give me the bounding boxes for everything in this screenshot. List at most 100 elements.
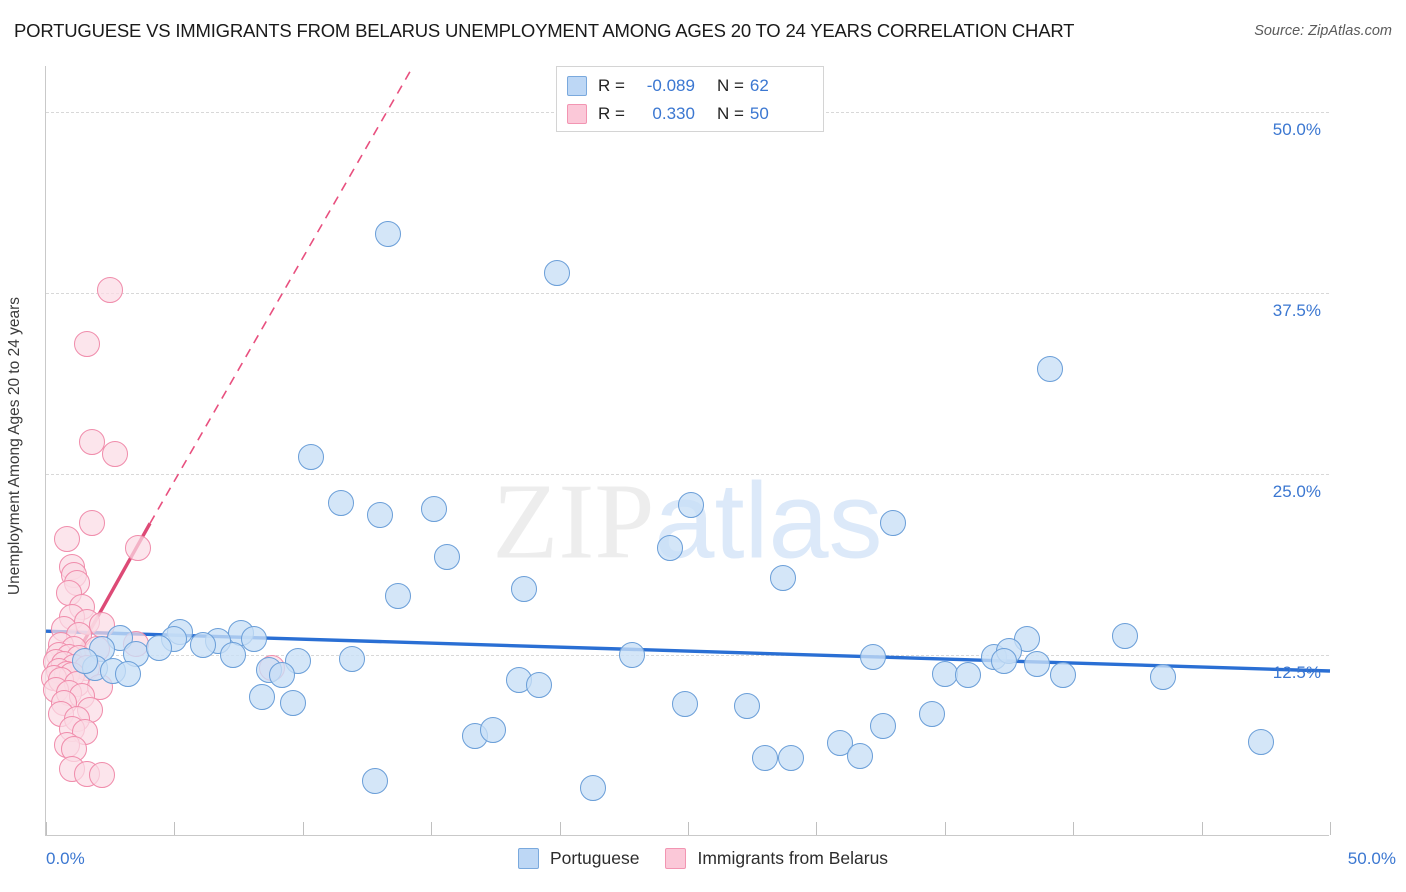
data-point-portuguese[interactable] (189, 631, 216, 658)
gridline (46, 655, 1329, 657)
data-point-portuguese[interactable] (990, 647, 1017, 674)
data-point-portuguese[interactable] (672, 691, 699, 718)
data-point-portuguese[interactable] (366, 501, 393, 528)
data-point-portuguese[interactable] (618, 642, 645, 669)
data-point-belarus[interactable] (53, 526, 80, 553)
stat-row: R = 0.330 N = 50 (567, 100, 813, 128)
data-point-belarus[interactable] (79, 429, 106, 456)
data-point-belarus[interactable] (97, 277, 124, 304)
x-tick (688, 822, 689, 835)
data-point-portuguese[interactable] (420, 495, 447, 522)
data-point-portuguese[interactable] (954, 662, 981, 689)
data-point-portuguese[interactable] (777, 744, 804, 771)
x-axis-min-label: 0.0% (46, 849, 85, 868)
trendlines (45, 65, 1331, 690)
data-point-portuguese[interactable] (374, 220, 401, 247)
y-tick-label: 50.0% (1272, 120, 1321, 140)
stat-n-label: N = (716, 76, 744, 95)
x-tick (944, 822, 946, 835)
x-tick (431, 822, 433, 835)
data-point-portuguese[interactable] (297, 443, 324, 470)
series-legend: Portuguese Immigrants from Belarus (0, 848, 1406, 869)
stat-n-value: 62 (749, 76, 769, 95)
data-point-portuguese[interactable] (269, 662, 296, 689)
gridline (46, 293, 1329, 295)
correlation-stats-box: R = -0.089 N = 62 R = 0.330 N = 50 (556, 66, 824, 132)
stat-r-label: R = (598, 76, 625, 95)
y-axis-title: Unemployment Among Ages 20 to 24 years (6, 296, 23, 596)
data-point-portuguese[interactable] (579, 775, 606, 802)
data-point-portuguese[interactable] (677, 491, 704, 518)
legend-swatch (517, 848, 539, 869)
data-point-belarus[interactable] (74, 330, 101, 357)
data-point-portuguese[interactable] (433, 543, 460, 570)
data-point-portuguese[interactable] (1247, 728, 1274, 755)
x-tick (174, 822, 176, 835)
legend-swatch (665, 848, 687, 869)
data-point-portuguese[interactable] (918, 701, 945, 728)
data-point-portuguese[interactable] (1049, 662, 1076, 689)
legend-item-immigrants-from-belarus[interactable]: Immigrants from Belarus (665, 848, 888, 869)
data-point-portuguese[interactable] (770, 565, 797, 592)
data-point-portuguese[interactable] (734, 692, 761, 719)
data-point-portuguese[interactable] (145, 634, 172, 661)
page-title: PORTUGUESE VS IMMIGRANTS FROM BELARUS UN… (14, 20, 1075, 41)
x-tick (1201, 822, 1203, 835)
trendline-dashed-immigrants-from-belarus (149, 65, 414, 524)
data-point-portuguese[interactable] (71, 647, 98, 674)
plot-area: ZIPatlas 12.5% 25.0% 37.5% 50.0% (40, 65, 1331, 836)
x-tick (559, 822, 561, 835)
stat-r-value: -0.089 (646, 76, 695, 95)
data-point-portuguese[interactable] (1024, 650, 1051, 677)
data-point-portuguese[interactable] (880, 510, 907, 537)
data-point-portuguese[interactable] (384, 582, 411, 609)
data-point-portuguese[interactable] (931, 660, 958, 687)
x-tick (816, 822, 818, 835)
data-point-portuguese[interactable] (248, 684, 275, 711)
data-point-portuguese[interactable] (479, 717, 506, 744)
x-tick (1073, 822, 1075, 835)
data-point-portuguese[interactable] (115, 660, 142, 687)
stat-r-value: 0.330 (652, 104, 695, 123)
data-point-portuguese[interactable] (1150, 663, 1177, 690)
stat-r-label: R = (598, 104, 625, 123)
data-point-portuguese[interactable] (1037, 355, 1064, 382)
stat-swatch-portuguese (567, 76, 587, 96)
stat-row: R = -0.089 N = 62 (567, 72, 813, 100)
data-point-belarus[interactable] (89, 762, 116, 789)
stat-n-value: 50 (749, 104, 769, 123)
legend-label: Immigrants from Belarus (697, 848, 889, 868)
data-point-portuguese[interactable] (361, 768, 388, 794)
x-tick (1330, 822, 1331, 835)
data-point-portuguese[interactable] (510, 575, 537, 602)
y-tick-label: 25.0% (1272, 482, 1321, 502)
data-point-portuguese[interactable] (220, 642, 247, 669)
data-point-portuguese[interactable] (847, 743, 874, 770)
data-point-belarus[interactable] (125, 534, 152, 561)
data-point-portuguese[interactable] (338, 646, 365, 673)
data-point-portuguese[interactable] (279, 689, 306, 716)
y-tick-label: 37.5% (1272, 301, 1321, 321)
data-point-portuguese[interactable] (328, 490, 355, 517)
data-point-portuguese[interactable] (526, 672, 553, 699)
data-point-portuguese[interactable] (657, 534, 684, 561)
legend-label: Portuguese (549, 848, 640, 868)
data-point-portuguese[interactable] (241, 626, 267, 653)
data-point-portuguese[interactable] (870, 713, 897, 739)
data-point-belarus[interactable] (102, 440, 129, 467)
data-point-portuguese[interactable] (859, 643, 886, 670)
x-tick (46, 822, 47, 835)
gridline (46, 474, 1329, 476)
data-point-belarus[interactable] (79, 510, 106, 537)
data-point-portuguese[interactable] (752, 744, 779, 771)
y-tick-label: 12.5% (1272, 663, 1321, 683)
x-axis-max-label: 50.0% (1347, 849, 1396, 868)
legend-item-portuguese[interactable]: Portuguese (517, 848, 640, 869)
data-point-portuguese[interactable] (544, 259, 571, 286)
stat-n-label: N = (716, 104, 744, 123)
source-attribution: Source: ZipAtlas.com (1254, 23, 1392, 39)
stat-swatch-immigrants-from-belarus (567, 104, 587, 124)
data-point-portuguese[interactable] (1111, 623, 1138, 650)
x-tick (302, 822, 304, 835)
